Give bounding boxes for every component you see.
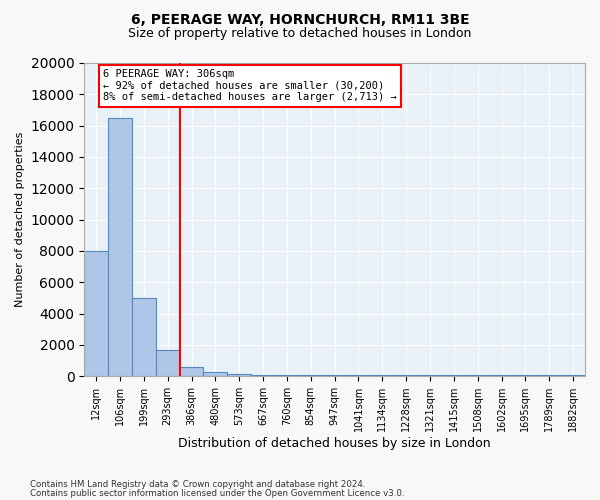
- Text: Contains public sector information licensed under the Open Government Licence v3: Contains public sector information licen…: [30, 489, 404, 498]
- Bar: [108, 118, 132, 376]
- Text: 6, PEERAGE WAY, HORNCHURCH, RM11 3BE: 6, PEERAGE WAY, HORNCHURCH, RM11 3BE: [131, 12, 469, 26]
- Text: Size of property relative to detached houses in London: Size of property relative to detached ho…: [128, 28, 472, 40]
- Bar: [132, 298, 156, 376]
- Text: Contains HM Land Registry data © Crown copyright and database right 2024.: Contains HM Land Registry data © Crown c…: [30, 480, 365, 489]
- Bar: [156, 350, 179, 376]
- Bar: [179, 367, 203, 376]
- Y-axis label: Number of detached properties: Number of detached properties: [15, 132, 25, 308]
- Text: 6 PEERAGE WAY: 306sqm
← 92% of detached houses are smaller (30,200)
8% of semi-d: 6 PEERAGE WAY: 306sqm ← 92% of detached …: [103, 70, 397, 102]
- Bar: [251, 374, 275, 376]
- Bar: [84, 251, 108, 376]
- Bar: [227, 374, 251, 376]
- X-axis label: Distribution of detached houses by size in London: Distribution of detached houses by size …: [178, 437, 491, 450]
- Bar: [275, 374, 299, 376]
- Bar: [203, 372, 227, 376]
- Bar: [299, 374, 323, 376]
